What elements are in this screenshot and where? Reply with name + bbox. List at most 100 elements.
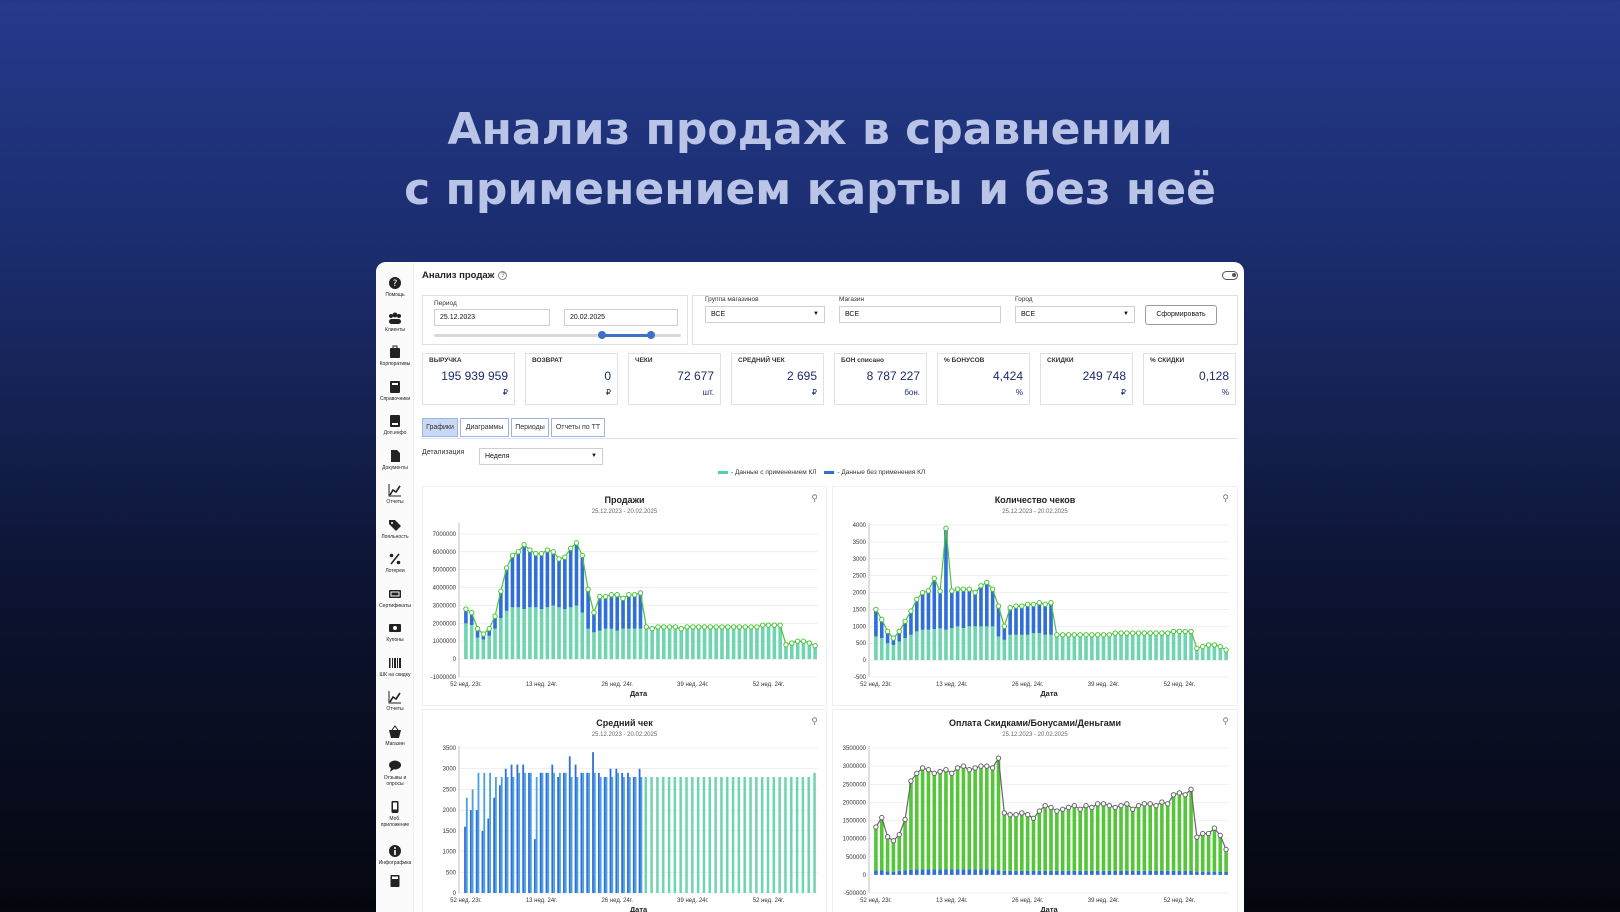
toggle-switch[interactable] [1222,271,1238,280]
line-point [533,550,539,557]
period-slider-end-handle[interactable] [647,331,656,339]
line-point [754,624,760,630]
bar [1125,633,1129,661]
bar [1136,633,1141,661]
bar [1165,803,1170,871]
x-tick-label: 13 нед. 24г. [526,898,558,904]
book-icon [390,381,400,393]
pin-icon[interactable]: ⚲ [1222,493,1229,503]
bar [1002,812,1007,871]
tab-3[interactable]: Отчеты по ТТ [551,418,605,437]
detail-select[interactable]: Неделя ▼ [479,448,603,465]
bar [801,641,806,660]
line-point [789,640,795,646]
bar [932,869,937,875]
bar [1160,870,1164,875]
city-label: Город [1015,296,1033,303]
group-select[interactable]: ВСЕ ▼ [705,306,825,323]
line-point [492,613,498,619]
sidebar-item-17[interactable] [376,874,414,890]
bar [807,777,810,893]
help-icon[interactable]: ? [498,270,508,280]
bar [667,626,672,660]
bar [874,827,878,871]
sidebar-item-label: Моб. приложение [380,816,410,828]
sidebar-item-10[interactable]: Купоны [376,621,414,643]
sidebar-item-11[interactable]: ШК на скидку [376,656,414,678]
tab-0[interactable]: Графики [422,418,458,437]
line-point [544,547,551,553]
tab-1[interactable]: Диаграммы [460,418,509,437]
x-tick-label: 52 нед. 23г. [860,682,892,688]
bar [512,777,515,893]
line-point [515,549,521,555]
bar [1142,633,1147,661]
bar [506,777,509,893]
bar [574,764,577,893]
sidebar-item-12[interactable]: Отчеты [376,690,414,712]
line-point [527,547,533,553]
sidebar-item-4[interactable]: Доп.инфо [376,414,414,436]
sidebar-item-14[interactable]: Отзывы и опросы [376,759,414,787]
bar [568,756,571,893]
line-point [995,755,1002,761]
bar [603,596,608,629]
sidebar-item-3[interactable]: Справочники [376,380,414,402]
bar [731,777,735,893]
sidebar-item-15[interactable]: Моб. приложение [376,800,414,828]
line-point [1141,630,1148,636]
line-point [914,596,920,603]
submit-button[interactable]: Сформировать [1145,305,1217,325]
tab-2[interactable]: Периоды [511,418,549,437]
period-slider-start-handle[interactable] [597,331,606,339]
stores-input[interactable]: ВСЕ [839,306,1001,323]
line-point [678,626,684,632]
line-point [631,592,638,598]
pin-icon[interactable]: ⚲ [811,716,818,726]
city-select[interactable]: ВСЕ ▼ [1015,306,1135,323]
line-point [1118,802,1124,809]
bar [1025,634,1030,661]
kpi-value: 0 [604,369,611,383]
sidebar-item-6[interactable]: Отчеты [376,483,414,505]
bar [621,628,625,660]
bar [499,591,503,618]
sidebar-item-2[interactable]: Корпоративы [376,345,414,367]
bar [874,870,878,875]
bar [772,625,777,660]
period-slider[interactable] [434,331,681,339]
x-tick-label: 13 нед. 24г. [936,682,968,688]
kpi-card: % БОНУСОВ 4,424% [937,353,1030,405]
bar [731,626,736,660]
bar [464,609,468,624]
bar [539,609,544,660]
line-point [919,765,926,771]
bar [493,628,497,660]
promo-headline: Анализ продаж в сравнении с применением … [0,100,1620,220]
bar [609,628,614,660]
bar [967,589,972,627]
sidebar-item-5[interactable]: Документы [376,449,414,471]
line-point [1153,802,1159,809]
sidebar-item-0[interactable]: ? Помощь [376,276,414,298]
pin-icon[interactable]: ⚲ [1222,716,1229,726]
date-from-input[interactable]: 25.12.2023 [434,309,550,326]
sidebar-item-1[interactable]: Клиенты [376,311,414,333]
line-point [1042,802,1048,809]
sidebar-item-7[interactable]: Лояльность [376,518,414,540]
bar [541,772,544,893]
sidebar-item-13[interactable]: Магазин [376,725,414,747]
bar [795,777,799,893]
sidebar-item-8[interactable]: Лотереи [376,552,414,574]
sidebar-item-16[interactable]: Инфографика [376,844,414,866]
svg-text:?: ? [393,279,398,289]
bar [772,777,776,893]
line-point [1200,643,1206,650]
pin-icon[interactable]: ⚲ [811,493,818,503]
y-tick-label: 1500 [853,607,867,613]
bar [891,644,896,661]
bar [1072,870,1077,875]
date-to-input[interactable]: 20.02.2025 [564,309,678,326]
sidebar-item-9[interactable]: Сертификаты [376,587,414,609]
line-point [1147,630,1153,636]
